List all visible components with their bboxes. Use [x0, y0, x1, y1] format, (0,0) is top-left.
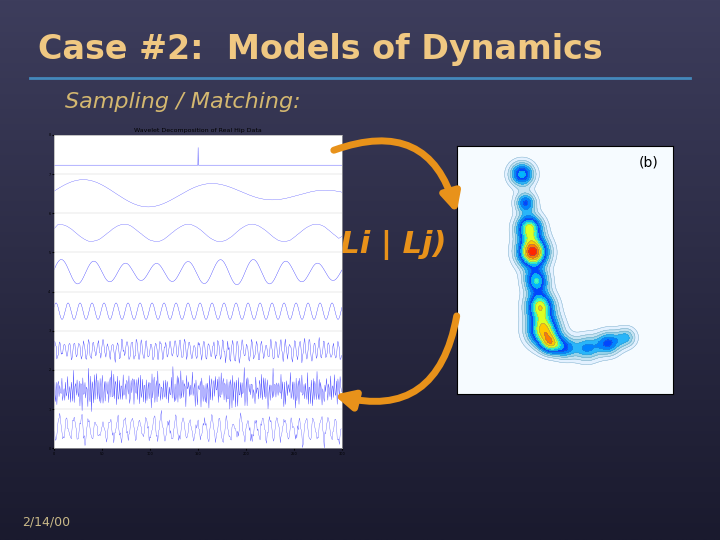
Text: P(Li | Lj): P(Li | Lj): [304, 230, 446, 260]
Title: Wavelet Decomposition of Real Hip Data: Wavelet Decomposition of Real Hip Data: [134, 128, 262, 133]
Text: Sampling / Matching:: Sampling / Matching:: [65, 92, 301, 112]
Text: 2/14/00: 2/14/00: [22, 516, 70, 529]
Text: (b): (b): [639, 156, 658, 170]
Text: Case #2:  Models of Dynamics: Case #2: Models of Dynamics: [38, 33, 603, 66]
